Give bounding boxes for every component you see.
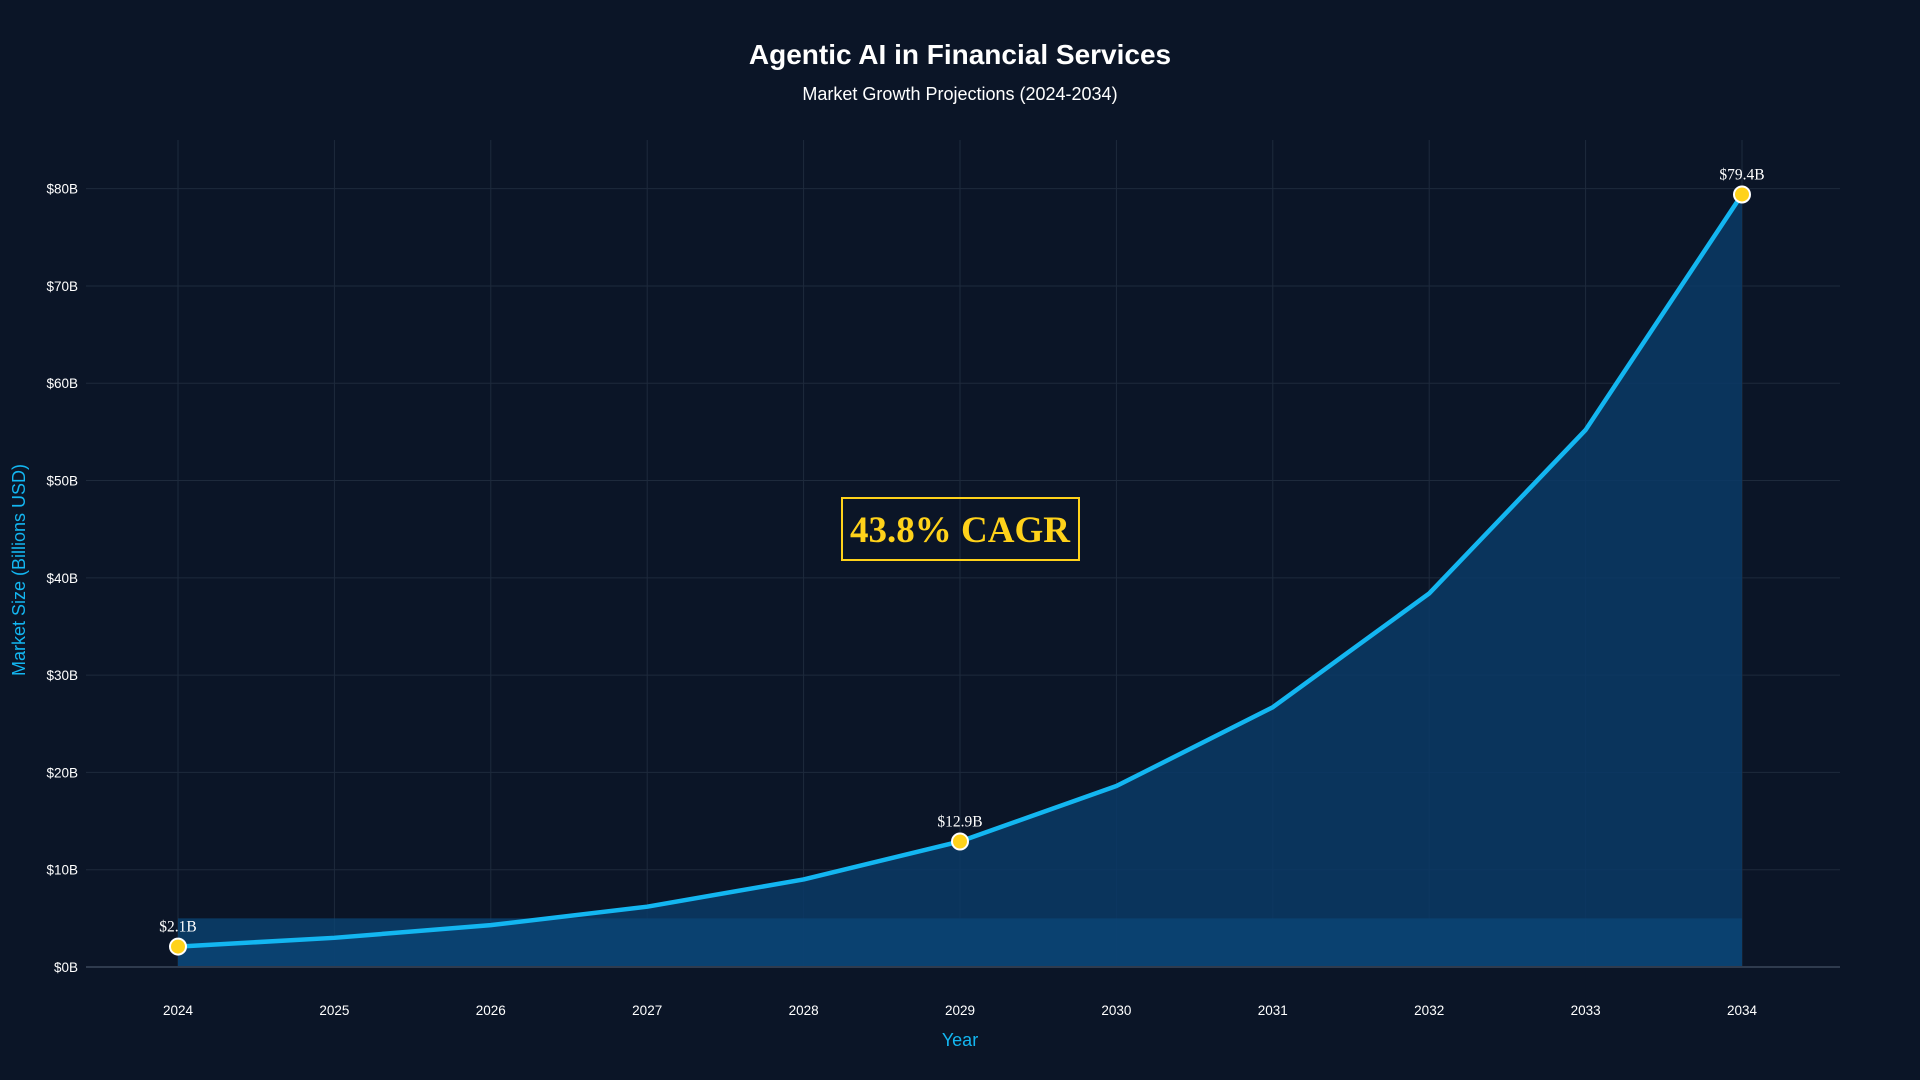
data-label: $2.1B <box>159 919 196 936</box>
x-tick-label: 2026 <box>476 1003 506 1018</box>
data-point-marker <box>951 832 969 851</box>
series-area <box>178 194 1742 967</box>
data-label: $79.4B <box>1719 166 1764 183</box>
baseline-band <box>178 918 1742 967</box>
cagr-annotation-box <box>841 497 1080 561</box>
x-axis-title: Year <box>942 1030 978 1050</box>
chart-title: Agentic AI in Financial Services <box>749 39 1171 70</box>
data-point-marker <box>1733 185 1751 204</box>
area-layer <box>178 194 1742 967</box>
x-tick-label: 2025 <box>319 1003 349 1018</box>
axis-layer: $0B $10B $20B $30B $40B $50B $60B $70B $80B 2024 2… <box>46 182 1840 1018</box>
y-tick-label: $60B <box>46 376 78 391</box>
x-tick-label: 2027 <box>632 1003 662 1018</box>
x-tick-label: 2030 <box>1101 1003 1131 1018</box>
cagr-annotation: 43.8% CAGR <box>841 497 1080 561</box>
marker-layer: $2.1B $12.9B $79.4B <box>159 166 1765 956</box>
x-tick-label: 2032 <box>1414 1003 1444 1018</box>
y-tick-label: $70B <box>46 279 78 294</box>
y-tick-label: $40B <box>46 571 78 586</box>
y-tick-label: $30B <box>46 668 78 683</box>
x-tick-label: 2031 <box>1258 1003 1288 1018</box>
y-tick-label: $50B <box>46 474 78 489</box>
chart-subtitle: Market Growth Projections (2024-2034) <box>802 84 1117 104</box>
x-tick-label: 2034 <box>1727 1003 1758 1018</box>
data-point-marker <box>169 937 187 956</box>
x-tick-label: 2029 <box>945 1003 975 1018</box>
x-tick-label: 2028 <box>789 1003 819 1018</box>
y-tick-label: $0B <box>54 960 78 975</box>
y-axis-title: Market Size (Billions USD) <box>9 464 29 676</box>
x-tick-label: 2033 <box>1571 1003 1601 1018</box>
data-label: $12.9B <box>937 813 982 830</box>
y-tick-label: $10B <box>46 863 78 878</box>
y-tick-label: $20B <box>46 765 78 780</box>
cagr-annotation-text: 43.8% CAGR <box>850 510 1071 551</box>
x-tick-label: 2024 <box>163 1003 194 1018</box>
y-tick-label: $80B <box>46 182 78 197</box>
